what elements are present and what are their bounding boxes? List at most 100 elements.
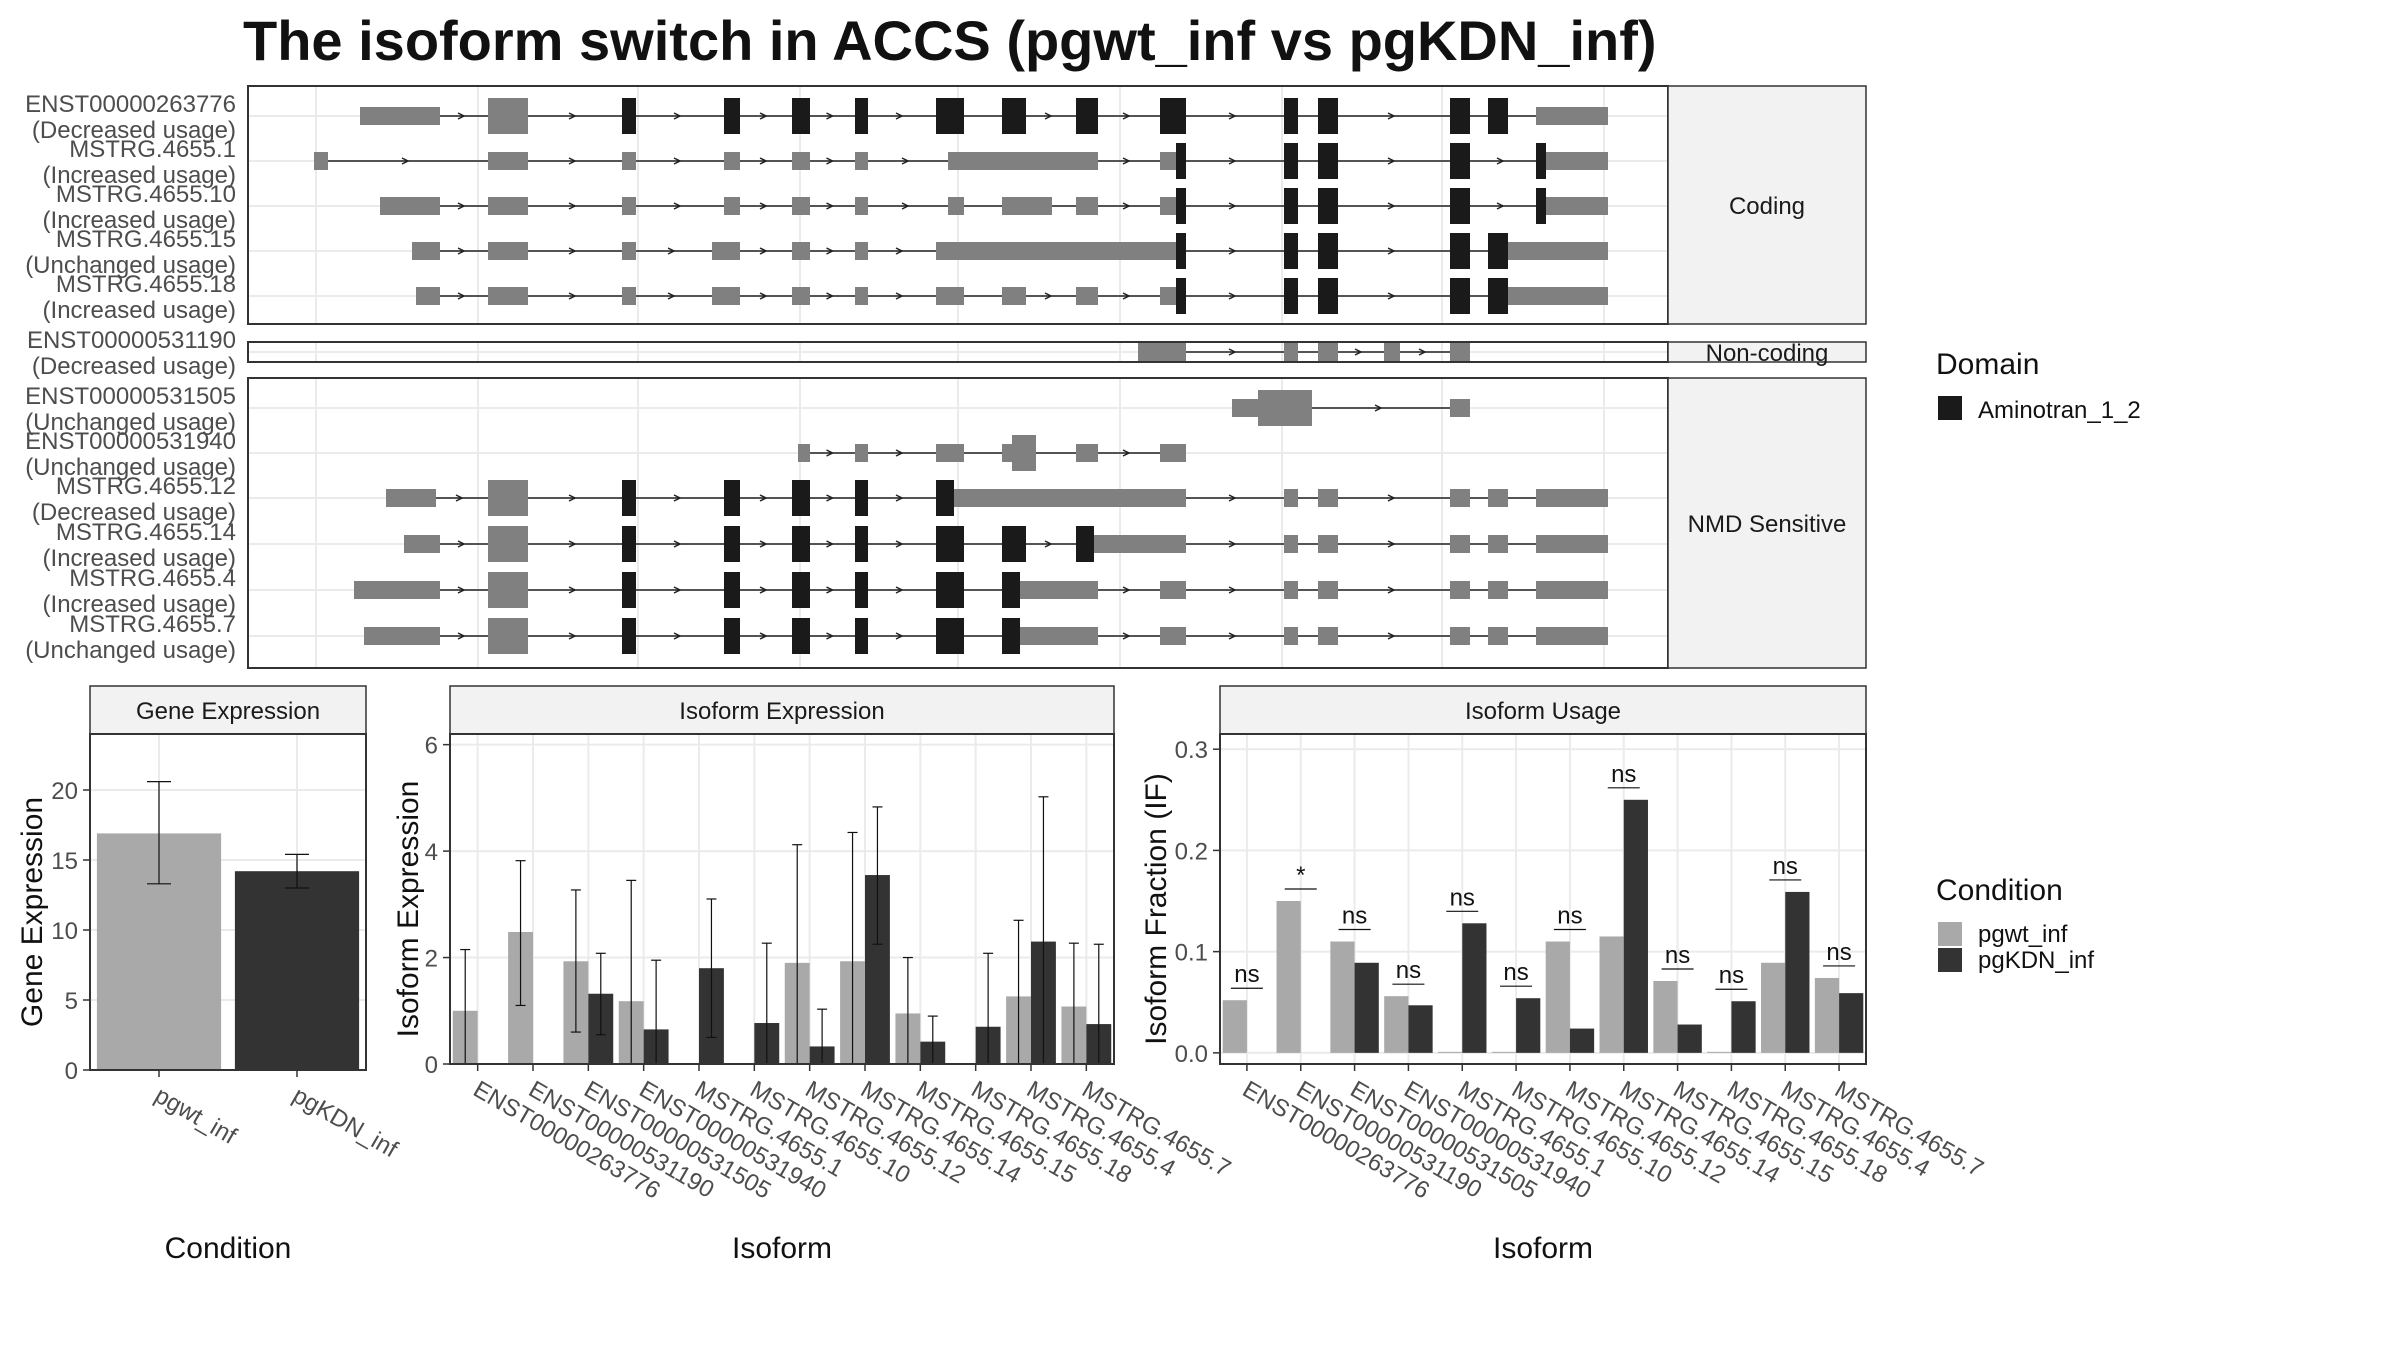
facet-1: Non-coding: [247, 340, 1867, 367]
bar-panel-2: Isoform Usage 0.0 0.1 0.2 0.3 ns * ns ns ns ns ns ns…: [1140, 685, 1988, 1265]
legend-condition-key: [1938, 922, 1962, 946]
strand-arrow: [1122, 112, 1131, 120]
exon: [1160, 444, 1186, 462]
strand-arrow: [1228, 632, 1237, 640]
strand-arrow: [457, 247, 466, 255]
y-tick-label: 15: [51, 848, 78, 875]
strand-arrow: [1122, 202, 1131, 210]
strand-arrow: [826, 202, 835, 210]
exon: [386, 489, 436, 507]
exon: [1318, 489, 1338, 507]
isoform-usage-label: (Increased usage): [43, 545, 236, 572]
transcript-row: [1232, 390, 1470, 426]
exon: [855, 444, 868, 462]
strand-arrow: [826, 449, 835, 457]
strand-arrow: [826, 540, 835, 548]
exon: [622, 197, 636, 215]
y-tick-label: 0.1: [1175, 940, 1208, 967]
bar: [1731, 1001, 1756, 1053]
domain-exon: [1002, 98, 1026, 134]
strand-arrow: [759, 586, 768, 594]
bar: [1462, 923, 1487, 1053]
strand-arrow: [457, 632, 466, 640]
domain-exon: [936, 618, 964, 654]
strand-arrow: [895, 247, 904, 255]
strand-arrow: [759, 112, 768, 120]
isoform-name-label: ENST00000531505: [25, 383, 236, 410]
facet-strip: [1667, 85, 1867, 325]
strand-arrow: [826, 247, 835, 255]
exon: [364, 627, 440, 645]
y-tick-label: 0.0: [1175, 1041, 1208, 1068]
exon: [792, 152, 810, 170]
strand-arrow: [759, 292, 768, 300]
transcript-row: [360, 98, 1608, 134]
strand-arrow: [1496, 202, 1505, 210]
isoform-usage-label: (Decreased usage): [32, 117, 236, 144]
domain-exon: [1450, 143, 1470, 179]
panel-strip: [449, 685, 1115, 735]
strand-arrow: [826, 112, 835, 120]
domain-exon: [1536, 188, 1546, 224]
domain-exon: [1488, 98, 1508, 134]
strand-arrow: [673, 540, 682, 548]
domain-exon: [936, 526, 964, 562]
domain-exon: [855, 572, 868, 608]
strand-arrow: [568, 494, 577, 502]
strand-arrow: [1387, 632, 1396, 640]
strand-arrow: [568, 247, 577, 255]
exon: [855, 152, 868, 170]
domain-exon: [622, 98, 636, 134]
domain-exon: [936, 480, 954, 516]
exon: [948, 197, 964, 215]
significance-label: ns: [1342, 903, 1367, 930]
strand-arrow: [1044, 292, 1053, 300]
exon: [1020, 581, 1098, 599]
strand-arrow: [1387, 540, 1396, 548]
domain-exon: [855, 526, 868, 562]
x-tick-label: pgwt_inf: [150, 1082, 241, 1150]
transcript-row: [412, 233, 1608, 269]
domain-exon: [1318, 188, 1338, 224]
isoform-name-label: MSTRG.4655.4: [69, 565, 236, 592]
exon: [1076, 287, 1098, 305]
significance-label: ns: [1665, 942, 1690, 969]
transcript-row: [798, 435, 1186, 471]
strand-arrow: [895, 112, 904, 120]
panel-title: Isoform Expression: [679, 698, 884, 725]
domain-exon: [724, 526, 740, 562]
exon: [1138, 343, 1186, 361]
exon: [354, 581, 440, 599]
domain-exon: [1284, 188, 1298, 224]
strand-arrow: [568, 292, 577, 300]
exon: [1450, 581, 1470, 599]
exon: [622, 152, 636, 170]
isoform-name-label: MSTRG.4655.15: [56, 226, 236, 253]
isoform-name-label: MSTRG.4655.14: [56, 519, 236, 546]
isoform-name-label: ENST00000531190: [27, 327, 236, 354]
significance-label: ns: [1234, 961, 1259, 988]
strand-arrow: [1228, 540, 1237, 548]
y-tick-label: 4: [425, 839, 438, 866]
y-tick-label: 10: [51, 918, 78, 945]
domain-exon: [855, 98, 868, 134]
exon: [712, 242, 740, 260]
strand-arrow: [1374, 404, 1383, 412]
exon: [1160, 152, 1176, 170]
strand-arrow: [455, 494, 464, 502]
strand-arrow: [759, 494, 768, 502]
domain-exon: [855, 618, 868, 654]
bar: [1276, 901, 1301, 1053]
isoform-name-label: MSTRG.4655.7: [69, 611, 236, 638]
bar-panel-0: Gene Expression 0 5 10 15 20 pgwt_inf pgKDN_inf…: [16, 685, 402, 1265]
exon: [1318, 627, 1338, 645]
domain-exon: [724, 618, 740, 654]
domain-exon: [1450, 278, 1470, 314]
strand-arrow: [826, 157, 835, 165]
bar: [1222, 1000, 1247, 1053]
exon: [954, 489, 1186, 507]
isoform-usage-label: (Decreased usage): [32, 499, 236, 526]
y-tick-label: 20: [51, 778, 78, 805]
legend-condition-key: [1938, 948, 1962, 972]
exon: [1488, 489, 1508, 507]
